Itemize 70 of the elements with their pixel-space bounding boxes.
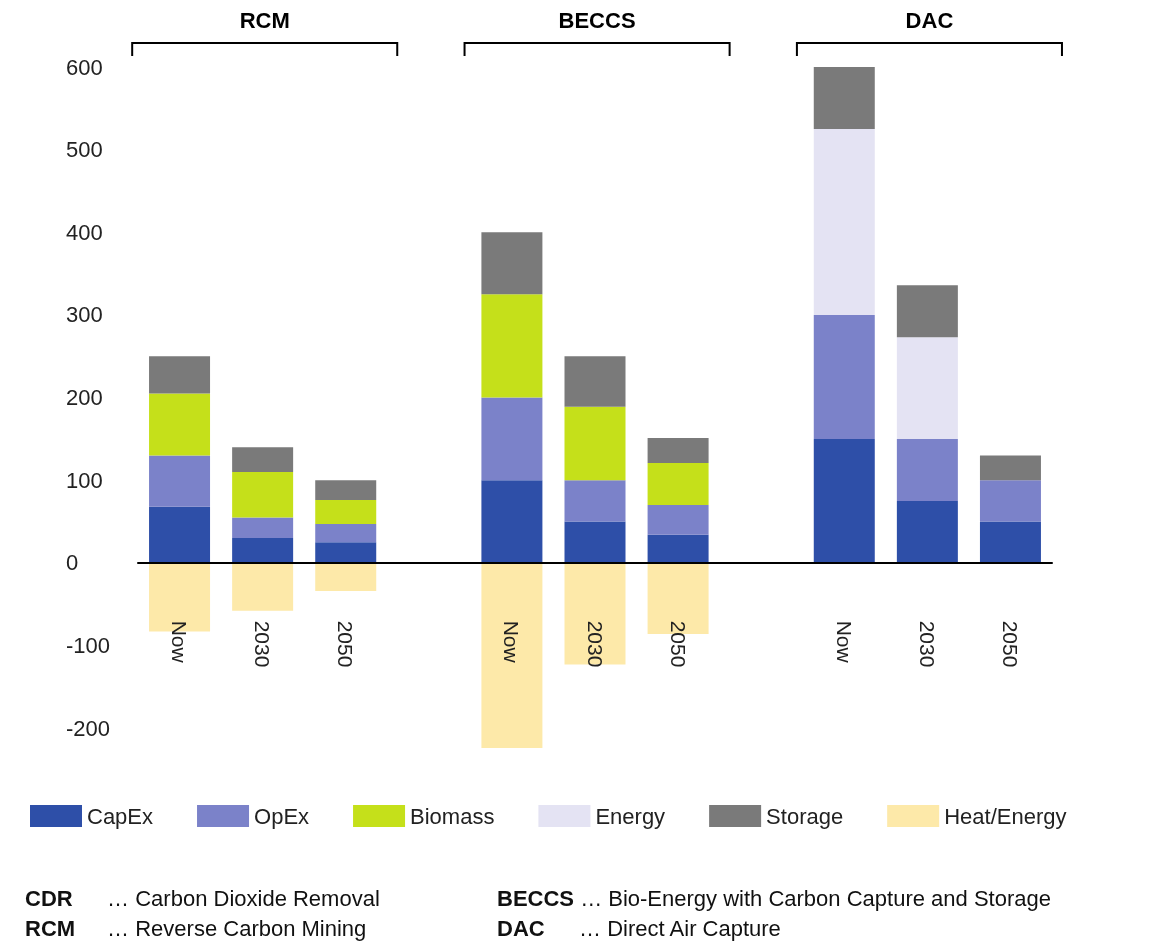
legend-label: OpEx: [254, 803, 310, 829]
bar: [647, 505, 709, 535]
bar: [315, 524, 377, 543]
y-tick-label: 500: [66, 137, 103, 163]
bar: [149, 455, 211, 507]
text: DAC: [905, 8, 954, 34]
x-tick-label: 2030: [915, 620, 939, 668]
y-tick-label: -100: [66, 633, 111, 659]
y-tick-label: 200: [66, 385, 103, 411]
x-tick-label: 2050: [666, 620, 690, 668]
bar: [481, 294, 543, 398]
text: CDR … Carbon Dioxide Removal: [25, 886, 380, 911]
bar: [149, 506, 211, 563]
bar: [232, 447, 294, 472]
x-tick-label: Now: [832, 620, 856, 664]
x-tick-label: Now: [168, 620, 192, 664]
bar: [979, 455, 1041, 481]
bar: [896, 337, 958, 439]
y-tick-label: -200: [66, 715, 111, 741]
legend-label: Biomass: [410, 803, 495, 829]
bar: [232, 517, 294, 539]
text: BECCS: [558, 8, 636, 34]
bar: [315, 542, 377, 563]
y-tick-label: 100: [66, 467, 103, 493]
y-tick-label: 300: [66, 302, 103, 328]
bar: [647, 438, 709, 463]
legend-label: Heat/Energy: [944, 803, 1067, 829]
bar: [813, 128, 875, 315]
y-tick-label: 0: [66, 550, 79, 576]
x-tick-label: Now: [500, 620, 524, 664]
x-tick-label: 2030: [583, 620, 607, 668]
legend-label: Storage: [766, 803, 844, 829]
bar: [149, 393, 211, 456]
bar: [896, 500, 958, 563]
bar: [647, 534, 709, 563]
bar: [149, 356, 211, 394]
legend-label: Energy: [595, 803, 666, 829]
bar: [979, 521, 1041, 563]
x-tick-label: 2050: [998, 620, 1022, 668]
bar: [564, 521, 626, 563]
bar: [481, 562, 543, 749]
bar: [564, 480, 626, 522]
bar: [315, 562, 377, 591]
bar: [979, 480, 1041, 522]
bar: [564, 562, 626, 665]
bar: [813, 314, 875, 439]
bar: [564, 406, 626, 481]
bar: [813, 67, 875, 129]
bar: [315, 480, 377, 501]
bar: [315, 500, 377, 525]
y-tick-label: 400: [66, 219, 103, 245]
text: RCM … Reverse Carbon Mining: [25, 916, 367, 941]
bar: [896, 438, 958, 501]
bar: [647, 462, 709, 506]
bar: [481, 480, 543, 563]
bar: [481, 397, 543, 481]
text: DAC … Direct Air Capture: [497, 916, 781, 941]
legend-label: CapEx: [87, 803, 154, 829]
bar: [232, 538, 294, 563]
bar: [232, 562, 294, 611]
y-tick-label: 600: [66, 54, 103, 80]
text: RCM: [239, 8, 290, 34]
x-tick-label: 2050: [334, 620, 358, 668]
text: BECCS … Bio-Energy with Carbon Capture and Storage: [497, 886, 1052, 912]
bar: [232, 471, 294, 518]
bar: [813, 438, 875, 563]
bar: [481, 232, 543, 295]
bar: [896, 285, 958, 338]
x-tick-label: 2030: [251, 620, 275, 668]
bar: [564, 356, 626, 407]
